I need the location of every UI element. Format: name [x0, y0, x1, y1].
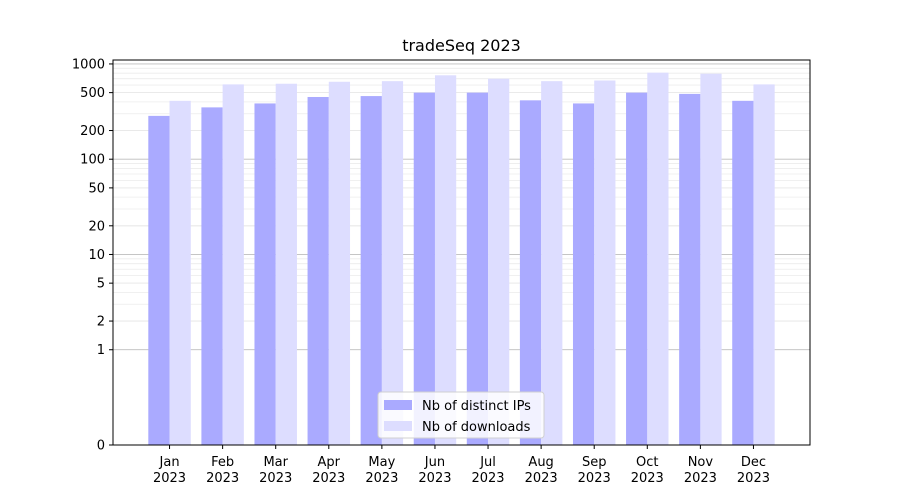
x-tick-label: Jun 2023 — [418, 455, 451, 486]
y-tick-label: 1 — [97, 343, 105, 358]
bar-distinct-ips — [466, 92, 489, 446]
chart-title: tradeSeq 2023 — [402, 36, 521, 55]
x-tick-label: Feb 2023 — [206, 455, 239, 486]
y-tick-label: 200 — [80, 124, 105, 139]
bar-downloads — [328, 81, 351, 445]
bar-downloads — [594, 80, 616, 445]
bar-distinct-ips — [732, 100, 754, 446]
bar-downloads — [434, 75, 457, 446]
bar-downloads — [381, 81, 404, 445]
y-tick-label: 100 — [80, 153, 105, 168]
legend-swatch — [384, 400, 412, 410]
bar-distinct-ips — [360, 96, 382, 445]
bar-distinct-ips — [254, 103, 276, 445]
bar-downloads — [647, 72, 669, 445]
bar-distinct-ips — [626, 92, 648, 446]
bar-distinct-ips — [307, 96, 329, 445]
plot-frame — [112, 59, 811, 446]
bar-distinct-ips — [201, 107, 223, 445]
bar-downloads — [700, 73, 722, 445]
bar-downloads — [275, 83, 297, 445]
legend-frame — [377, 391, 545, 439]
y-axis: 0 1 2 5 10 20 50 100 200 500 1000 — [72, 57, 113, 454]
x-tick-label: May 2023 — [365, 455, 398, 486]
y-tick-label: 10 — [88, 248, 105, 263]
x-tick-label: Jul 2023 — [471, 455, 504, 486]
bar-distinct-ips — [572, 103, 595, 445]
bar-distinct-ips — [679, 93, 701, 445]
bar-downloads — [488, 78, 510, 445]
x-tick-label: Dec 2023 — [737, 455, 770, 486]
x-tick-label: Apr 2023 — [312, 455, 345, 486]
y-tick-label: 500 — [80, 86, 105, 101]
bar-distinct-ips — [413, 92, 435, 446]
y-tick-label: 5 — [97, 277, 105, 292]
x-tick-label: Aug 2023 — [525, 455, 558, 486]
x-tick-label: Jan 2023 — [153, 455, 186, 486]
y-tick-label: 0 — [97, 439, 105, 454]
y-tick-label: 50 — [88, 181, 105, 196]
legend-label: Nb of downloads — [422, 420, 531, 435]
x-tick-label: Mar 2023 — [259, 455, 292, 486]
bar-downloads — [169, 100, 191, 446]
legend-label: Nb of distinct IPs — [422, 399, 531, 414]
x-tick-label: Sep 2023 — [578, 455, 611, 486]
bar-distinct-ips — [148, 115, 170, 445]
bar-distinct-ips — [519, 100, 542, 445]
x-axis: Jan 2023 Feb 2023 Mar 2023 Apr 2023 May 2023 Jun 20… — [153, 445, 770, 486]
bar-downloads — [541, 81, 563, 445]
y-tick-label: 2 — [97, 315, 105, 330]
legend: Nb of distinct IPs Nb of downloads — [377, 391, 545, 439]
y-tick-label: 1000 — [72, 57, 105, 72]
legend-swatch — [384, 421, 412, 431]
bar-downloads — [222, 84, 244, 446]
bar-downloads — [753, 84, 775, 446]
x-tick-label: Nov 2023 — [684, 455, 717, 486]
x-tick-label: Oct 2023 — [631, 455, 664, 486]
bars — [148, 72, 775, 446]
y-tick-label: 20 — [88, 219, 105, 234]
